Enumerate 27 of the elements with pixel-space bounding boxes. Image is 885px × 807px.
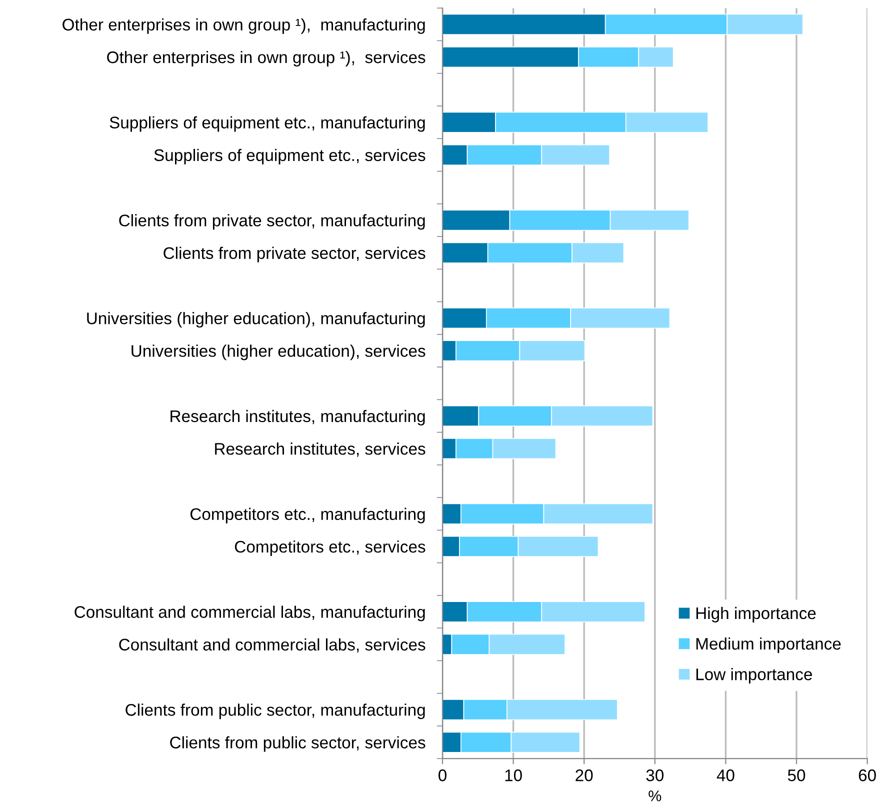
y-tick-label: Clients from public sector, services bbox=[170, 736, 426, 752]
x-tick-label: 50 bbox=[788, 769, 806, 782]
x-tick-label: 20 bbox=[576, 769, 593, 782]
y-tick-label: Competitors etc., services bbox=[234, 540, 426, 556]
y-tick-label: Clients from public sector, manufacturing bbox=[126, 704, 425, 720]
x-tick-label: 0 bbox=[438, 769, 446, 782]
x-tick-label: 40 bbox=[716, 769, 734, 782]
x-tick-label: 30 bbox=[646, 769, 664, 782]
y-tick-label: Suppliers of equipment etc., services bbox=[154, 148, 426, 164]
y-tick-label: Consultant and commercial labs, services bbox=[119, 638, 426, 653]
x-tick-label: 60 bbox=[858, 769, 876, 782]
y-tick-label: Universities (higher education), manufacturing bbox=[87, 312, 425, 328]
y-tick-label: Research institutes, services bbox=[215, 442, 426, 457]
legend-label: High importance bbox=[696, 606, 816, 622]
x-axis-title: % bbox=[648, 790, 662, 802]
x-tick-label: 10 bbox=[505, 769, 522, 782]
legend-label: Medium importance bbox=[696, 637, 841, 654]
y-tick-label: Clients from private sector, manufacturing bbox=[119, 214, 425, 230]
legend-label: Low importance bbox=[696, 668, 812, 684]
y-tick-label: Research institutes, manufacturing bbox=[170, 410, 425, 426]
y-tick-label: Consultant and commercial labs, manufacturing bbox=[74, 606, 425, 622]
y-tick-label: Other enterprises in own group ¹), manufacturing bbox=[62, 18, 425, 34]
y-tick-label: Universities (higher education), services bbox=[132, 344, 426, 360]
y-tick-label: Other enterprises in own group ¹), services bbox=[107, 50, 426, 67]
y-tick-label: Competitors etc., manufacturing bbox=[190, 508, 425, 524]
y-tick-label: Suppliers of equipment etc., manufacturing bbox=[110, 116, 425, 132]
y-tick-label: Clients from private sector, services bbox=[164, 246, 426, 262]
